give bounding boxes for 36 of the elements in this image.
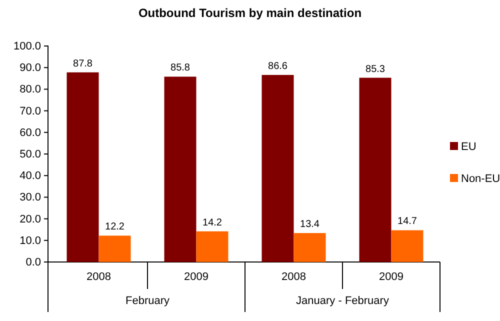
- bar: [391, 230, 424, 262]
- data-label: 85.3: [366, 64, 386, 75]
- data-label: 85.8: [170, 62, 190, 74]
- y-tick-label: 0.0: [26, 256, 41, 269]
- bar: [164, 76, 196, 262]
- x-tick-label: 2009: [379, 270, 404, 283]
- data-label: 87.8: [73, 58, 93, 70]
- text: January - February: [296, 295, 390, 307]
- x-tick-label: 2008: [86, 270, 111, 283]
- data-label: 14.7: [398, 216, 418, 228]
- y-tick-label: 20.0: [20, 213, 41, 226]
- x-tick-label: 2008: [282, 270, 306, 283]
- y-tick-label: 70.0: [20, 105, 41, 118]
- legend-label: EU: [461, 141, 476, 153]
- bar: [196, 231, 228, 262]
- bar: [98, 236, 131, 262]
- data-label: 14.2: [202, 217, 222, 228]
- y-tick-label: 10.0: [20, 234, 41, 247]
- bar: [262, 74, 294, 262]
- y-tick-label: 30.0: [20, 192, 41, 204]
- data-label: 12.2: [105, 222, 125, 233]
- data-label: 13.4: [300, 219, 320, 230]
- bar: [359, 78, 392, 262]
- data-label: 86.6: [268, 60, 288, 72]
- y-tick-label: 50.0: [20, 148, 41, 161]
- x-tick-label: 2009: [184, 270, 208, 283]
- bar: [294, 233, 326, 262]
- bar: [66, 72, 99, 262]
- chart-title: Outbound Tourism by main destination: [138, 6, 362, 20]
- y-tick-label: 80.0: [20, 84, 41, 96]
- legend-label: Non-EU: [461, 173, 500, 185]
- y-tick-label: 60.0: [20, 126, 41, 139]
- text: February: [125, 295, 170, 307]
- y-tick-label: 90.0: [20, 62, 41, 74]
- y-tick-label: 40.0: [20, 170, 41, 182]
- y-tick-label: 100.0: [13, 40, 41, 53]
